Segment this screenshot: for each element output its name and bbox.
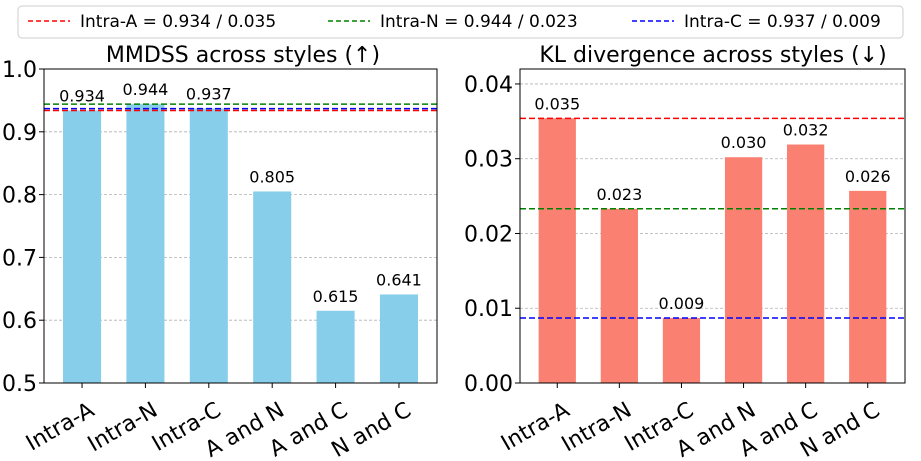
mmdss-data-label: 0.641 xyxy=(376,270,422,289)
mmdss-ytick-label: 0.7 xyxy=(2,246,37,271)
mmdss-xtick-label: Intra-N xyxy=(84,398,162,458)
kl-ytick-label: 0.04 xyxy=(464,73,513,98)
kl-chart-title: KL divergence across styles (↓) xyxy=(539,43,886,68)
kl-bar-intra-a xyxy=(538,118,576,383)
mmdss-chart: MMDSS across styles (↑) 0.934 0.944 0.937 0… xyxy=(2,43,438,461)
kl-ytick-label: 0.00 xyxy=(464,372,513,397)
kl-bar-intra-c xyxy=(662,317,701,383)
mmdss-bar-intra-c xyxy=(189,108,228,384)
mmdss-data-label: 0.805 xyxy=(249,167,295,186)
kl-axes-frame xyxy=(519,68,906,384)
mmdss-chart-title: MMDSS across styles (↑) xyxy=(106,43,380,68)
mmdss-bar-intra-a xyxy=(63,110,102,383)
mmdss-bar-intra-n xyxy=(126,104,165,383)
mmdss-axes-frame xyxy=(43,68,438,384)
mmdss-bar-a-and-n xyxy=(253,191,292,383)
legend: Intra-A = 0.934 / 0.035 Intra-N = 0.944 … xyxy=(17,5,904,39)
kl-data-label: 0.032 xyxy=(783,121,829,140)
kl-ytick-label: 0.02 xyxy=(464,222,513,247)
mmdss-ytick-label: 0.8 xyxy=(2,184,37,209)
mmdss-ytick-label: 0.6 xyxy=(2,309,37,334)
kl-ytick-label: 0.03 xyxy=(464,148,513,173)
kl-data-label: 0.009 xyxy=(659,294,705,313)
kl-bar-a-and-c xyxy=(787,144,825,383)
kl-data-label: 0.023 xyxy=(596,185,642,204)
mmdss-data-label: 0.944 xyxy=(123,80,169,99)
legend-frame xyxy=(17,5,904,39)
kl-data-label: 0.030 xyxy=(721,133,767,152)
kl-chart: KL divergence across styles (↓) 0.035 0.0… xyxy=(464,43,906,461)
mmdss-ytick-label: 1.0 xyxy=(2,58,37,83)
kl-data-label: 0.026 xyxy=(845,167,891,186)
legend-label-intra-n: Intra-N = 0.944 / 0.023 xyxy=(380,12,578,32)
mmdss-data-label: 0.937 xyxy=(186,85,232,104)
mmdss-data-label: 0.934 xyxy=(59,86,105,105)
kl-xtick-label: Intra-N xyxy=(558,398,636,458)
mmdss-ytick-label: 0.5 xyxy=(2,372,37,397)
kl-xtick-label: Intra-A xyxy=(497,398,574,457)
mmdss-data-label: 0.615 xyxy=(313,287,359,306)
kl-bar-n-and-c xyxy=(849,190,887,383)
kl-bar-intra-n xyxy=(600,208,638,383)
legend-label-intra-a: Intra-A = 0.934 / 0.035 xyxy=(80,12,276,32)
kl-bar-a-and-n xyxy=(724,157,763,383)
mmdss-xtick-label: Intra-A xyxy=(22,398,99,457)
mmdss-bar-a-and-c xyxy=(316,310,355,383)
mmdss-ytick-label: 0.9 xyxy=(2,121,37,146)
legend-label-intra-c: Intra-C = 0.937 / 0.009 xyxy=(684,12,881,32)
kl-ytick-label: 0.01 xyxy=(464,297,513,322)
mmdss-bar-n-and-c xyxy=(379,294,418,383)
kl-data-label: 0.035 xyxy=(534,94,580,113)
